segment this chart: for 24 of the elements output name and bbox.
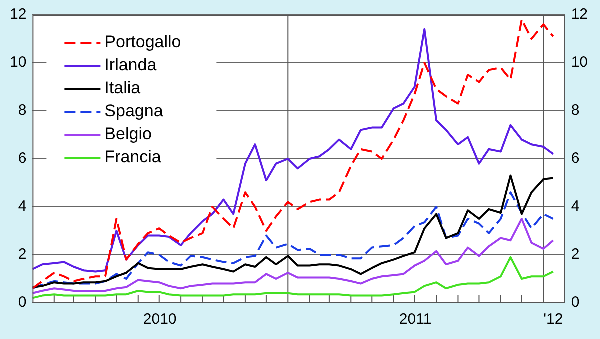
y-tick-label: 8 bbox=[18, 102, 27, 120]
x-tick-label: '12 bbox=[544, 311, 564, 328]
y2-tick-label: 2 bbox=[571, 246, 580, 264]
legend-label: Portogallo bbox=[104, 32, 182, 52]
x-tick-label: 2011 bbox=[399, 311, 432, 328]
y-tick-label: 0 bbox=[18, 294, 27, 312]
y-tick-label: 6 bbox=[18, 150, 27, 168]
y-tick-label: 12 bbox=[10, 6, 27, 24]
y-tick-label: 2 bbox=[18, 246, 27, 264]
y2-tick-label: 10 bbox=[571, 54, 588, 72]
y2-tick-label: 4 bbox=[571, 198, 580, 216]
y-tick-label: 4 bbox=[18, 198, 27, 216]
y2-tick-label: 12 bbox=[571, 6, 588, 24]
line-series bbox=[32, 192, 554, 290]
y2-tick-label: 8 bbox=[571, 102, 580, 120]
y2-tick-label: 6 bbox=[571, 150, 580, 168]
legend-label: Belgio bbox=[104, 124, 152, 144]
y-tick-label: 10 bbox=[10, 54, 27, 72]
legend-label: Italia bbox=[104, 78, 142, 98]
legend-label: Francia bbox=[104, 148, 162, 167]
x-tick-label: 2010 bbox=[143, 311, 177, 328]
legend-label: Spagna bbox=[104, 102, 164, 121]
y2-tick-label: 0 bbox=[571, 294, 580, 312]
legend-label: Irlanda bbox=[104, 56, 158, 75]
